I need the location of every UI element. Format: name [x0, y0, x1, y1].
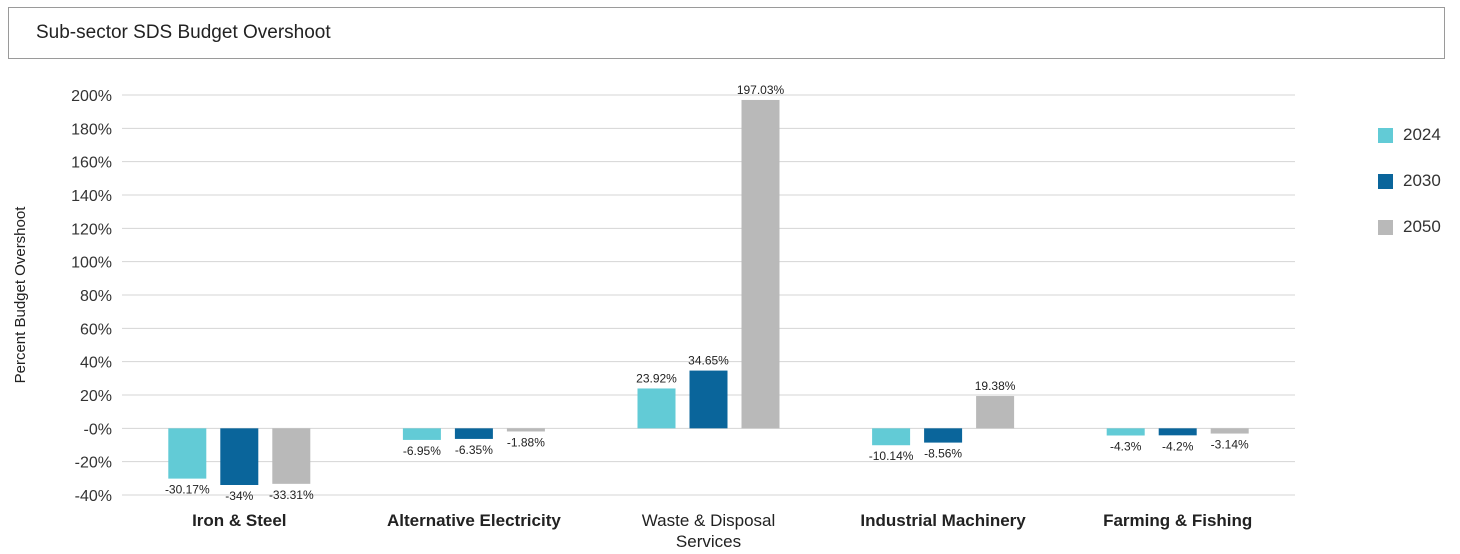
- data-label: -6.95%: [403, 444, 441, 458]
- y-tick-label: 180%: [71, 121, 112, 138]
- bar: [168, 428, 207, 479]
- chart-legend: 2024 2030 2050: [1378, 112, 1441, 250]
- x-tick-label: Iron & Steel: [192, 511, 286, 530]
- data-label: -34%: [225, 489, 253, 503]
- data-label: -6.35%: [455, 443, 493, 457]
- data-label: -1.88%: [507, 435, 545, 449]
- chart-title: Sub-sector SDS Budget Overshoot: [36, 22, 331, 43]
- legend-swatch: [1378, 173, 1393, 189]
- data-label: 197.03%: [737, 83, 785, 97]
- bar: [454, 428, 493, 439]
- x-tick-label: Farming & Fishing: [1103, 511, 1252, 530]
- data-label: -4.2%: [1162, 439, 1194, 453]
- bar: [272, 428, 311, 484]
- legend-item: 2024: [1378, 112, 1441, 158]
- y-tick-label: 160%: [71, 155, 112, 172]
- bar: [872, 428, 911, 446]
- x-tick-label: Alternative Electricity: [387, 511, 561, 530]
- y-tick-label: 80%: [80, 288, 112, 305]
- bar: [1106, 428, 1145, 436]
- data-label: 34.65%: [688, 354, 729, 368]
- y-tick-label: 60%: [80, 321, 112, 338]
- data-label: 23.92%: [636, 371, 677, 385]
- data-label: -3.14%: [1211, 438, 1249, 452]
- x-tick-label: Services: [676, 532, 741, 551]
- legend-swatch: [1378, 219, 1393, 235]
- y-axis-label: Percent Budget Overshoot: [12, 206, 29, 384]
- data-label: -8.56%: [924, 447, 962, 461]
- legend-label: 2050: [1403, 217, 1441, 236]
- bar: [1210, 428, 1249, 434]
- y-tick-label: 120%: [71, 221, 112, 238]
- bar: [689, 370, 728, 429]
- bar: [741, 99, 780, 429]
- bar: [637, 388, 676, 429]
- legend-swatch: [1378, 127, 1393, 143]
- data-label: -10.14%: [869, 449, 914, 463]
- bar: [1158, 428, 1197, 436]
- y-tick-label: -40%: [75, 488, 112, 505]
- data-label: -4.3%: [1110, 440, 1142, 454]
- data-label: 19.38%: [975, 379, 1016, 393]
- y-tick-label: 100%: [71, 255, 112, 272]
- data-label: -33.31%: [269, 488, 314, 502]
- y-tick-label: 200%: [71, 88, 112, 105]
- x-tick-label: Industrial Machinery: [860, 511, 1026, 530]
- bar: [506, 428, 545, 432]
- y-tick-label: 40%: [80, 355, 112, 372]
- x-tick-label: Waste & Disposal: [642, 511, 776, 530]
- data-label: -30.17%: [165, 483, 210, 497]
- bar: [220, 428, 259, 485]
- y-tick-label: -0%: [84, 421, 112, 438]
- legend-item: 2030: [1378, 158, 1441, 204]
- bar: [976, 396, 1015, 429]
- bar: [924, 428, 963, 443]
- y-tick-label: 20%: [80, 388, 112, 405]
- legend-item: 2050: [1378, 204, 1441, 250]
- legend-label: 2024: [1403, 125, 1441, 144]
- chart-title-box: Sub-sector SDS Budget Overshoot: [8, 7, 1445, 59]
- y-tick-label: 140%: [71, 188, 112, 205]
- y-tick-label: -20%: [75, 455, 112, 472]
- bar: [402, 428, 441, 440]
- legend-label: 2030: [1403, 171, 1441, 190]
